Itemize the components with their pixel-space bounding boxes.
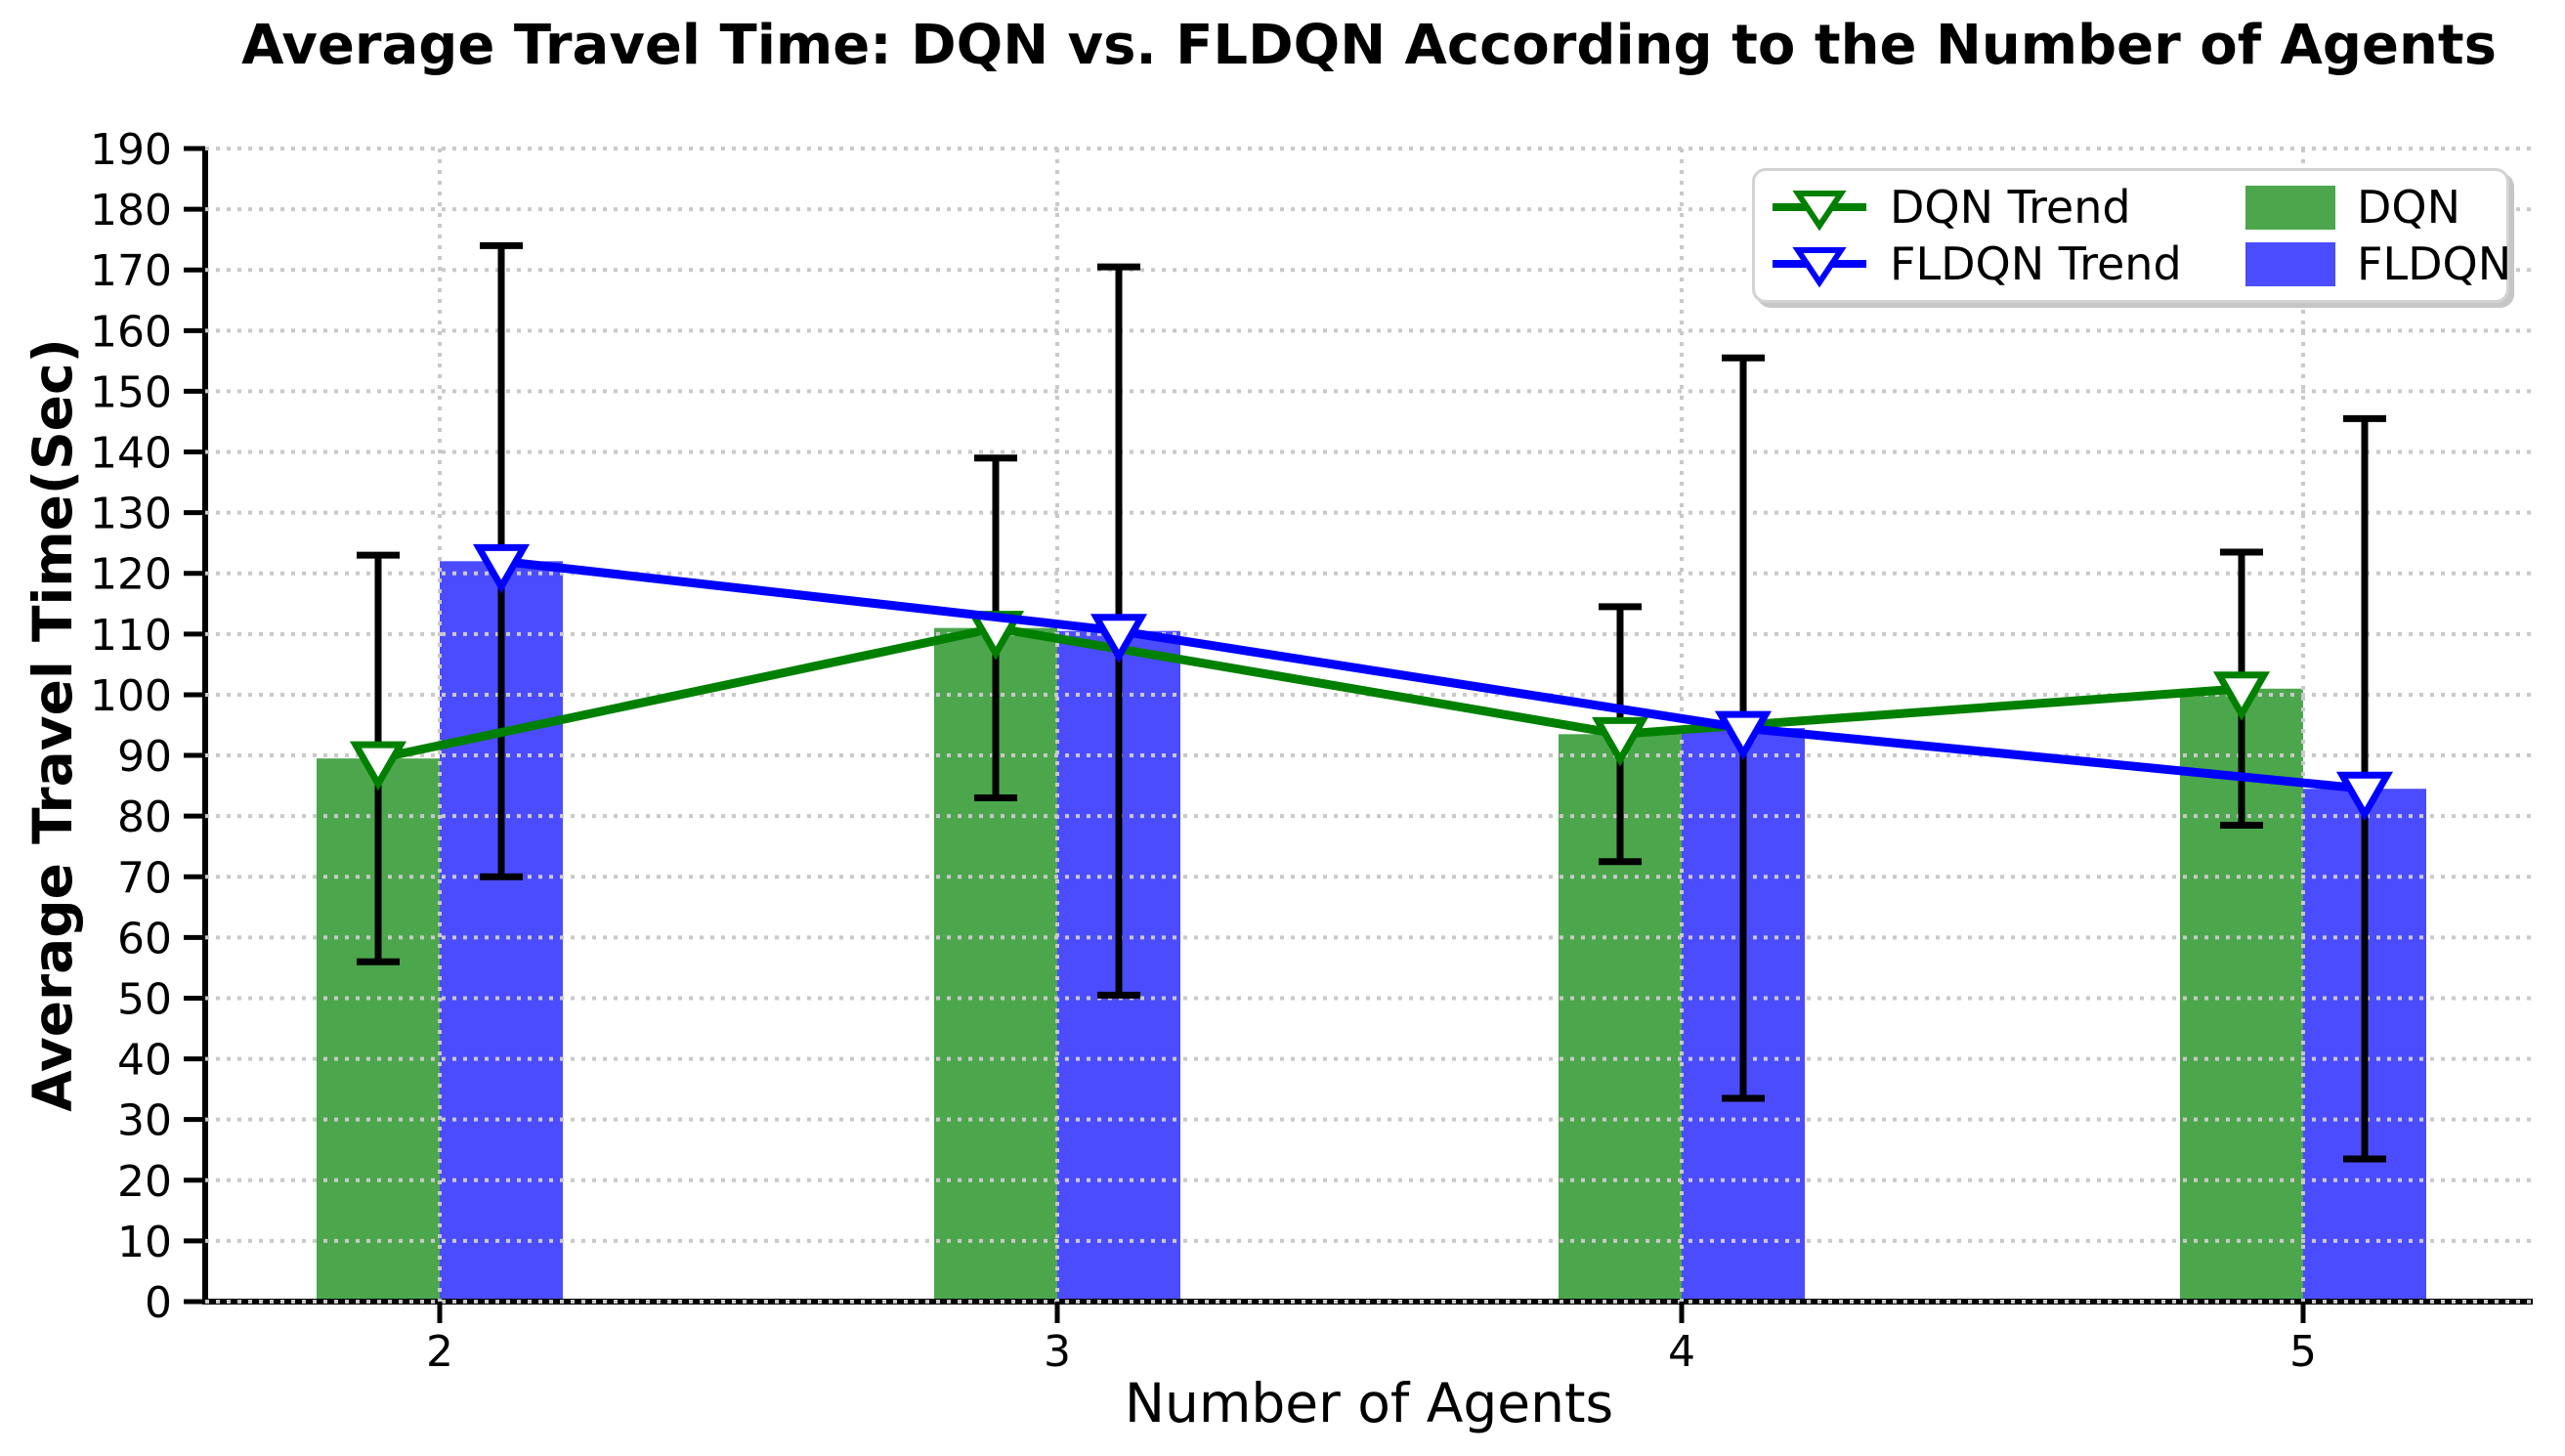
x-tick-label: 2 bbox=[426, 1327, 453, 1377]
x-tick-label: 3 bbox=[1044, 1327, 1071, 1377]
y-tick-label: 160 bbox=[90, 307, 172, 357]
trend-marker-dqn-2 bbox=[349, 741, 407, 792]
x-tick-label: 4 bbox=[1668, 1327, 1695, 1377]
y-tick-label: 60 bbox=[117, 914, 172, 964]
chart-title: Average Travel Time: DQN vs. FLDQN Accor… bbox=[241, 14, 2497, 77]
legend-label-fldqn-trend: FLDQN Trend bbox=[1890, 237, 2182, 290]
y-tick-label: 180 bbox=[90, 186, 172, 236]
y-tick-label: 80 bbox=[117, 792, 172, 842]
y-tick-label: 120 bbox=[90, 550, 172, 600]
trend-line-dqn bbox=[377, 623, 2243, 763]
y-tick-label: 30 bbox=[117, 1096, 172, 1146]
y-tick-label: 150 bbox=[90, 367, 172, 417]
y-tick-label: 70 bbox=[117, 853, 172, 903]
trend-marker-dqn-5 bbox=[2212, 671, 2271, 721]
y-tick-label: 40 bbox=[117, 1036, 172, 1086]
y-tick-label: 130 bbox=[90, 490, 172, 539]
y-tick-label: 190 bbox=[90, 125, 172, 175]
fldqn-swatch-icon bbox=[2245, 241, 2335, 286]
trend-marker-fldqn-4 bbox=[1714, 710, 1773, 761]
trend-line-fldqn bbox=[500, 556, 2366, 793]
y-tick-label: 90 bbox=[117, 732, 172, 782]
legend-item-fldqn: FLDQN bbox=[2245, 241, 2511, 286]
y-tick-label: 100 bbox=[90, 671, 172, 721]
y-tick-label: 140 bbox=[90, 429, 172, 479]
x-axis-label: Number of Agents bbox=[1124, 1372, 1614, 1435]
trend-marker-fldqn-5 bbox=[2335, 771, 2394, 822]
y-tick-label: 20 bbox=[117, 1157, 172, 1207]
legend-item-fldqn-trend: FLDQN Trend bbox=[1771, 238, 2245, 289]
trend-marker-fldqn-3 bbox=[1090, 614, 1148, 664]
fldqn-trend-line-marker-icon bbox=[1773, 247, 1866, 288]
y-tick-label: 0 bbox=[145, 1278, 172, 1328]
y-tick-label: 110 bbox=[90, 611, 172, 661]
legend-label-fldqn: FLDQN bbox=[2357, 237, 2512, 290]
legend-label-dqn: DQN bbox=[2357, 181, 2461, 234]
y-tick-label: 10 bbox=[117, 1218, 172, 1267]
y-tick-label: 50 bbox=[117, 974, 172, 1024]
trend-marker-dqn-4 bbox=[1591, 716, 1649, 767]
legend-item-dqn-trend: DQN Trend bbox=[1771, 182, 2245, 233]
x-tick-label: 5 bbox=[2289, 1327, 2317, 1377]
trend-marker-fldqn-2 bbox=[472, 543, 531, 594]
dqn-swatch-icon bbox=[2245, 185, 2335, 230]
legend-item-dqn: DQN bbox=[2245, 185, 2511, 230]
y-axis-label: Average Travel Time(Sec) bbox=[21, 338, 84, 1112]
legend: DQN Trend DQN FLDQN Trend FLDQN bbox=[1752, 168, 2511, 303]
y-tick-label: 170 bbox=[90, 246, 172, 296]
legend-label-dqn-trend: DQN Trend bbox=[1890, 181, 2131, 234]
dqn-trend-line-marker-icon bbox=[1773, 191, 1866, 232]
